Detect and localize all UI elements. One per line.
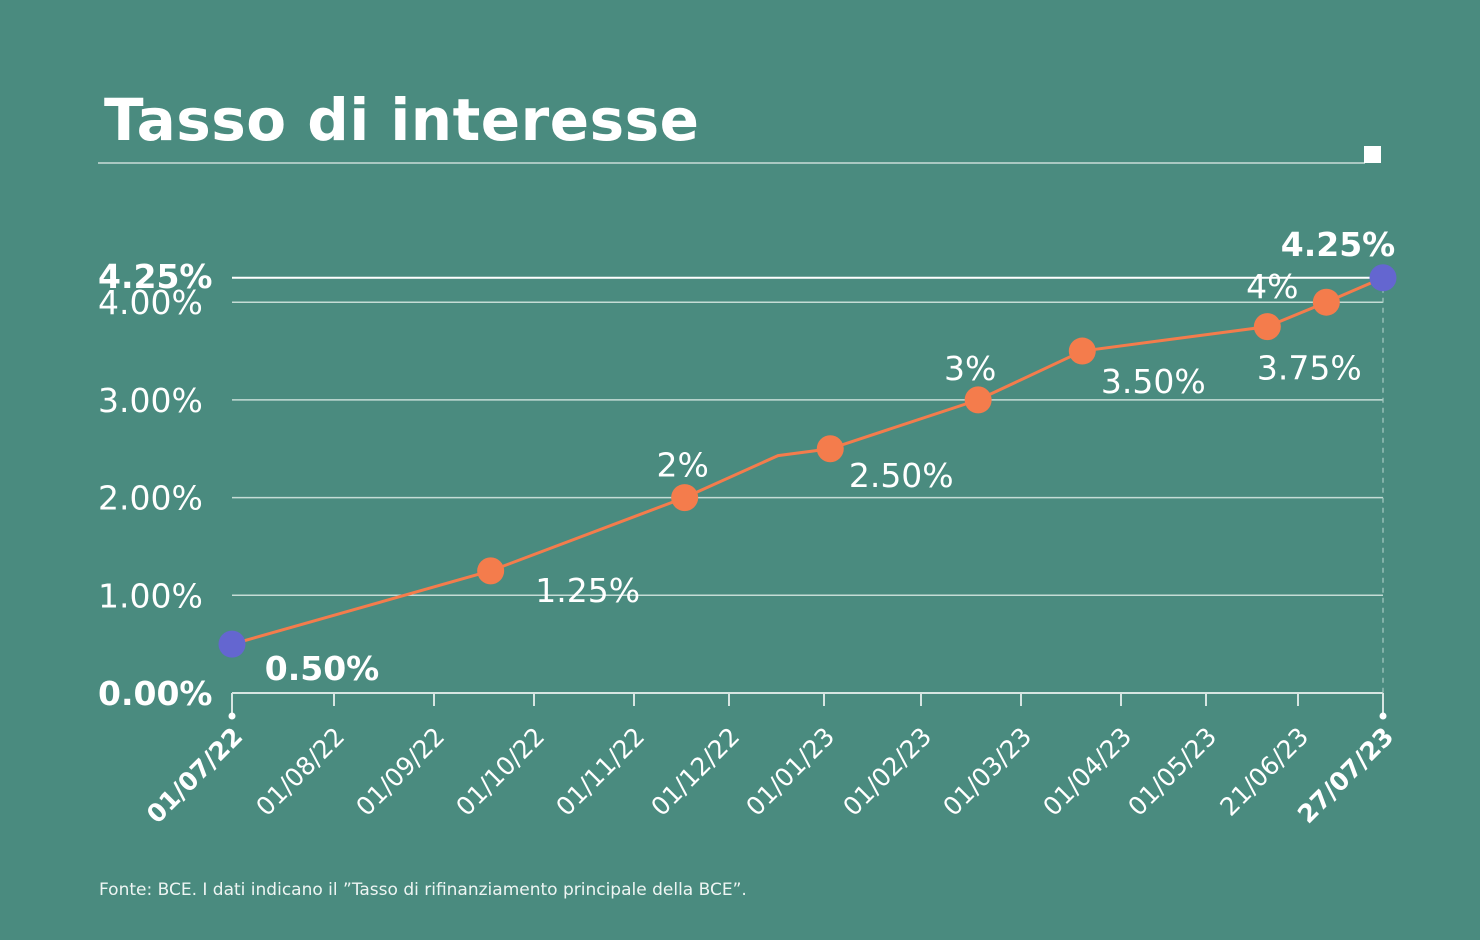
y-tick-label: 1.00% <box>98 576 203 615</box>
chart-title: Tasso di interesse <box>104 86 700 154</box>
data-point <box>1253 313 1281 341</box>
x-tick-label: 01/11/22 <box>550 722 650 822</box>
y-tick-label: 0.00% <box>98 674 213 713</box>
x-tick-label: 01/04/23 <box>1037 722 1137 822</box>
y-tick-label: 2.00% <box>98 479 203 518</box>
data-label: 1.25% <box>535 571 640 610</box>
data-label: 3% <box>944 349 996 388</box>
data-point <box>816 435 844 463</box>
x-tick-label: 01/02/23 <box>837 722 937 822</box>
x-tick-label: 01/05/23 <box>1122 722 1222 822</box>
data-label: 3.75% <box>1257 349 1362 388</box>
data-label: 0.50% <box>265 649 380 688</box>
data-point <box>671 484 699 512</box>
data-label: 2% <box>656 446 708 485</box>
y-tick-label: 3.00% <box>98 381 203 420</box>
data-label: 4% <box>1246 267 1298 306</box>
y-tick-label: 4.25% <box>98 257 213 296</box>
x-tick-label: 01/03/23 <box>937 722 1037 822</box>
x-axis-end-dot <box>228 712 236 720</box>
data-label: 2.50% <box>849 456 954 495</box>
x-tick-label: 01/08/22 <box>250 722 350 822</box>
data-point <box>1312 288 1340 316</box>
data-point <box>218 630 246 658</box>
data-point <box>1068 337 1096 365</box>
footnote: Fonte: BCE. I dati indicano il ”Tasso di… <box>99 880 747 900</box>
square-decoration <box>1364 146 1381 163</box>
data-point <box>477 557 505 585</box>
x-axis-end-dot <box>1379 712 1387 720</box>
x-tick-label: 01/12/22 <box>645 722 745 822</box>
series-line <box>231 276 1384 646</box>
x-tick-label: 01/07/22 <box>141 722 248 829</box>
y-tick-label: 4.00% <box>98 283 203 322</box>
data-label: 3.50% <box>1101 362 1206 401</box>
data-point <box>1369 264 1397 292</box>
x-tick-label: 01/10/22 <box>450 722 550 822</box>
data-label: 4.25% <box>1281 225 1396 264</box>
data-point <box>964 386 992 414</box>
x-tick-label: 01/01/23 <box>740 722 840 822</box>
x-tick-label: 01/09/22 <box>350 722 450 822</box>
